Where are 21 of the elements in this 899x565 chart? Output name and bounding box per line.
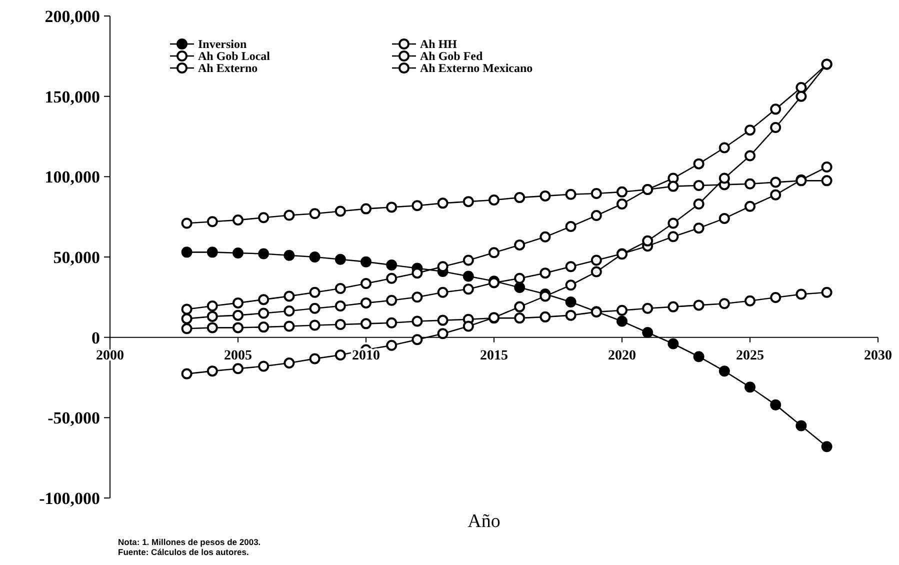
legend-label: Inversion: [198, 37, 247, 52]
x-axis-title: Año: [468, 511, 500, 532]
x-tick-label: 2015: [480, 348, 508, 364]
y-tick-label: -100,000: [39, 488, 100, 508]
x-tick-label: 2020: [608, 348, 636, 364]
y-tick-label: 50,000: [53, 248, 100, 267]
x-tick-label: 2025: [736, 348, 764, 364]
x-tick-label: 2005: [224, 348, 252, 364]
source-note: Fuente: Cálculos de los autores.: [118, 547, 249, 557]
y-tick-label: 0: [92, 328, 100, 348]
y-tick-label: 200,000: [44, 6, 100, 26]
legend-label: Ah HH: [420, 37, 458, 52]
legend-label: Ah Gob Fed: [420, 49, 484, 64]
legend-label: Ah Externo: [198, 61, 258, 76]
y-tick-label: 100,000: [44, 168, 100, 187]
y-tick-label: 150,000: [44, 87, 100, 106]
y-tick-label: -50,000: [48, 408, 100, 428]
x-tick-label: 2030: [864, 348, 892, 364]
legend-label: Ah Externo Mexicano: [420, 61, 533, 76]
text: Nota: 1. Millones de pesos de 2003.: [118, 537, 261, 547]
legend-label: Ah Gob Local: [198, 49, 271, 64]
